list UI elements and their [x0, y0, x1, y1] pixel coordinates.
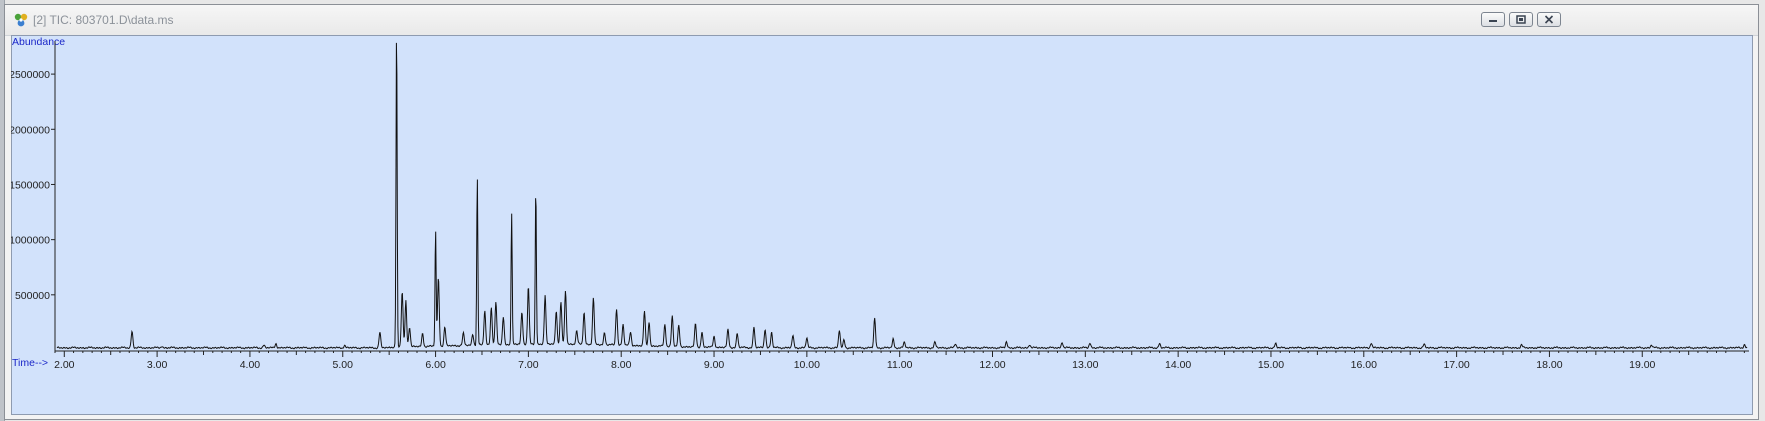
- tic-chart[interactable]: Abundance Time--> 500000 1000000 1500000 20…: [11, 35, 1753, 415]
- restore-button[interactable]: [1509, 12, 1533, 27]
- close-icon: [1544, 15, 1554, 24]
- x-tick-label: 19.00: [1629, 359, 1655, 371]
- x-tick-label: 15.00: [1258, 359, 1284, 371]
- restore-icon: [1516, 15, 1526, 24]
- x-tick-label: 11.00: [887, 359, 913, 371]
- axes: 500000 1000000 1500000 2000000 2500000 2.00 3.…: [11, 41, 1749, 371]
- x-tick-label: 17.00: [1443, 359, 1469, 371]
- chromatogram-window: [2] TIC: 803701.D\data.ms Abundance Time…: [4, 4, 1759, 420]
- x-tick-label: 16.00: [1351, 359, 1377, 371]
- y-tick-label: 1000000: [11, 235, 50, 247]
- x-tick-label: 3.00: [147, 359, 168, 371]
- x-tick-label: 12.00: [979, 359, 1005, 371]
- tic-trace: [56, 42, 1748, 350]
- x-axis-title: Time-->: [12, 357, 48, 369]
- y-tick-label: 2000000: [11, 124, 50, 136]
- y-tick-label: 2500000: [11, 69, 50, 81]
- y-tick-label: 500000: [15, 290, 50, 302]
- x-tick-label: 9.00: [704, 359, 725, 371]
- x-tick-label: 7.00: [518, 359, 539, 371]
- title-bar[interactable]: [2] TIC: 803701.D\data.ms: [5, 5, 1758, 36]
- minimize-icon: [1489, 20, 1497, 22]
- x-tick-label: 10.00: [794, 359, 820, 371]
- x-tick-label: 5.00: [333, 359, 354, 371]
- y-axis-title: Abundance: [12, 36, 65, 48]
- y-tick-label: 1500000: [11, 179, 50, 191]
- plot-area[interactable]: [11, 35, 1753, 415]
- x-tick-label: 18.00: [1536, 359, 1562, 371]
- x-tick-label: 4.00: [240, 359, 261, 371]
- window-title: [2] TIC: 803701.D\data.ms: [33, 13, 174, 27]
- x-tick-label: 6.00: [425, 359, 446, 371]
- x-tick-label: 2.00: [54, 359, 75, 371]
- x-tick-label: 14.00: [1165, 359, 1191, 371]
- close-button[interactable]: [1537, 12, 1561, 27]
- x-tick-label: 8.00: [611, 359, 632, 371]
- chromatogram-app-icon: [14, 13, 28, 27]
- minimize-button[interactable]: [1481, 12, 1505, 27]
- x-tick-label: 13.00: [1072, 359, 1098, 371]
